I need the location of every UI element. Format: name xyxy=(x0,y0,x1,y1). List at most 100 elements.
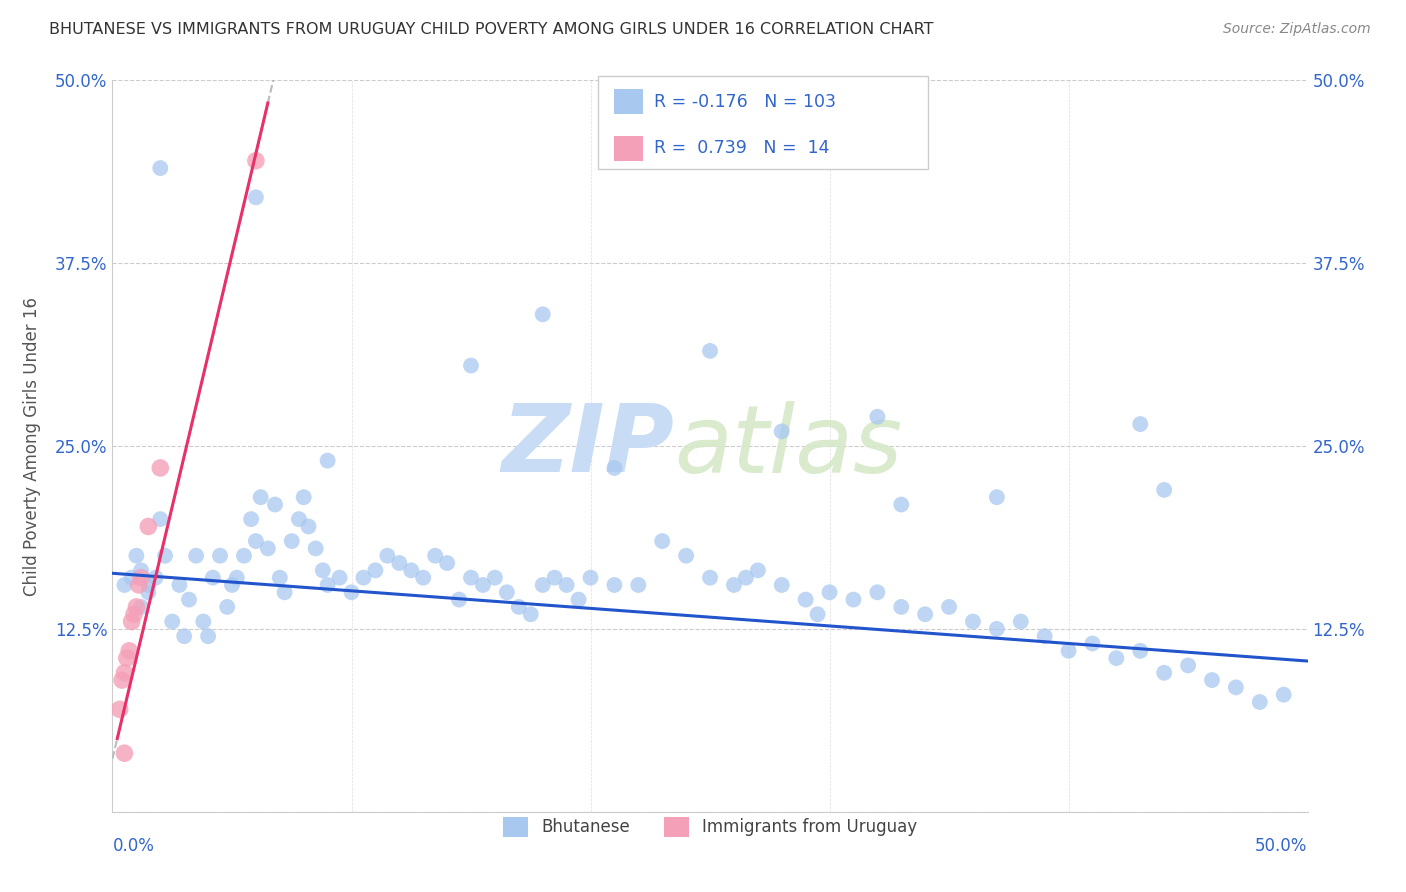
Point xyxy=(543,571,565,585)
Point xyxy=(129,571,152,585)
Point xyxy=(115,651,138,665)
Point xyxy=(186,549,208,563)
Point xyxy=(145,571,167,585)
Point xyxy=(125,599,148,614)
Point xyxy=(1153,483,1175,497)
Point xyxy=(149,461,172,475)
Point xyxy=(770,425,793,439)
Point xyxy=(297,519,319,533)
Point xyxy=(329,571,352,585)
Point xyxy=(197,629,219,643)
Point xyxy=(794,592,817,607)
Point xyxy=(866,585,889,599)
Point xyxy=(807,607,830,622)
Point xyxy=(723,578,745,592)
Point xyxy=(292,490,315,504)
Point xyxy=(842,592,865,607)
Point xyxy=(412,571,434,585)
Point xyxy=(128,578,150,592)
Point xyxy=(240,512,263,526)
Point xyxy=(460,359,482,373)
Point xyxy=(201,571,224,585)
Point xyxy=(627,578,650,592)
Point xyxy=(121,615,143,629)
Point xyxy=(245,534,267,549)
Point xyxy=(138,578,160,592)
Point xyxy=(111,673,134,687)
Point xyxy=(114,578,135,592)
Point xyxy=(249,490,271,504)
Point xyxy=(651,534,673,549)
Point xyxy=(603,578,626,592)
Point xyxy=(273,585,295,599)
Point xyxy=(568,592,591,607)
Point xyxy=(1272,688,1295,702)
Point xyxy=(288,512,311,526)
Point xyxy=(986,490,1008,504)
Point xyxy=(460,571,482,585)
Text: R =  0.739   N =  14: R = 0.739 N = 14 xyxy=(654,139,830,157)
Point xyxy=(217,599,239,614)
Point xyxy=(114,746,135,760)
Point xyxy=(281,534,304,549)
Point xyxy=(579,571,602,585)
Point xyxy=(193,615,215,629)
Point xyxy=(129,563,152,577)
Point xyxy=(436,556,458,570)
Text: atlas: atlas xyxy=(675,401,903,491)
Text: 50.0%: 50.0% xyxy=(1256,838,1308,855)
Point xyxy=(699,571,721,585)
Point xyxy=(1177,658,1199,673)
Text: BHUTANESE VS IMMIGRANTS FROM URUGUAY CHILD POVERTY AMONG GIRLS UNDER 16 CORRELAT: BHUTANESE VS IMMIGRANTS FROM URUGUAY CHI… xyxy=(49,22,934,37)
Point xyxy=(1033,629,1056,643)
Point xyxy=(118,644,141,658)
Point xyxy=(401,563,423,577)
Point xyxy=(257,541,280,556)
Point xyxy=(520,607,543,622)
Point xyxy=(153,549,176,563)
Point xyxy=(531,307,554,321)
Point xyxy=(1249,695,1271,709)
Point xyxy=(364,563,387,577)
Point xyxy=(264,498,287,512)
Point xyxy=(162,615,183,629)
Point xyxy=(245,190,267,204)
Point xyxy=(914,607,936,622)
Point xyxy=(312,563,335,577)
Point xyxy=(735,571,758,585)
Point xyxy=(1129,417,1152,431)
Point xyxy=(269,571,291,585)
Point xyxy=(1201,673,1223,687)
Y-axis label: Child Poverty Among Girls Under 16: Child Poverty Among Girls Under 16 xyxy=(22,296,41,596)
Point xyxy=(472,578,495,592)
Point xyxy=(890,498,912,512)
Point xyxy=(675,549,697,563)
Point xyxy=(555,578,578,592)
Point xyxy=(496,585,519,599)
Point xyxy=(138,519,160,533)
Point xyxy=(1010,615,1032,629)
Point xyxy=(316,578,339,592)
Point xyxy=(818,585,841,599)
Point xyxy=(747,563,769,577)
Legend: Bhutanese, Immigrants from Uruguay: Bhutanese, Immigrants from Uruguay xyxy=(496,810,924,844)
Text: R = -0.176   N = 103: R = -0.176 N = 103 xyxy=(654,93,835,111)
Point xyxy=(447,592,470,607)
Point xyxy=(890,599,912,614)
Point xyxy=(138,585,160,599)
Point xyxy=(225,571,247,585)
Point xyxy=(1105,651,1128,665)
Point xyxy=(173,629,195,643)
Point xyxy=(508,599,530,614)
Point xyxy=(425,549,447,563)
Point xyxy=(108,702,131,716)
Point xyxy=(149,512,172,526)
Point xyxy=(169,578,191,592)
Point xyxy=(340,585,363,599)
Point xyxy=(388,556,411,570)
Text: Source: ZipAtlas.com: Source: ZipAtlas.com xyxy=(1223,22,1371,37)
Point xyxy=(177,592,200,607)
Point xyxy=(245,153,267,168)
Point xyxy=(962,615,984,629)
Point xyxy=(221,578,243,592)
